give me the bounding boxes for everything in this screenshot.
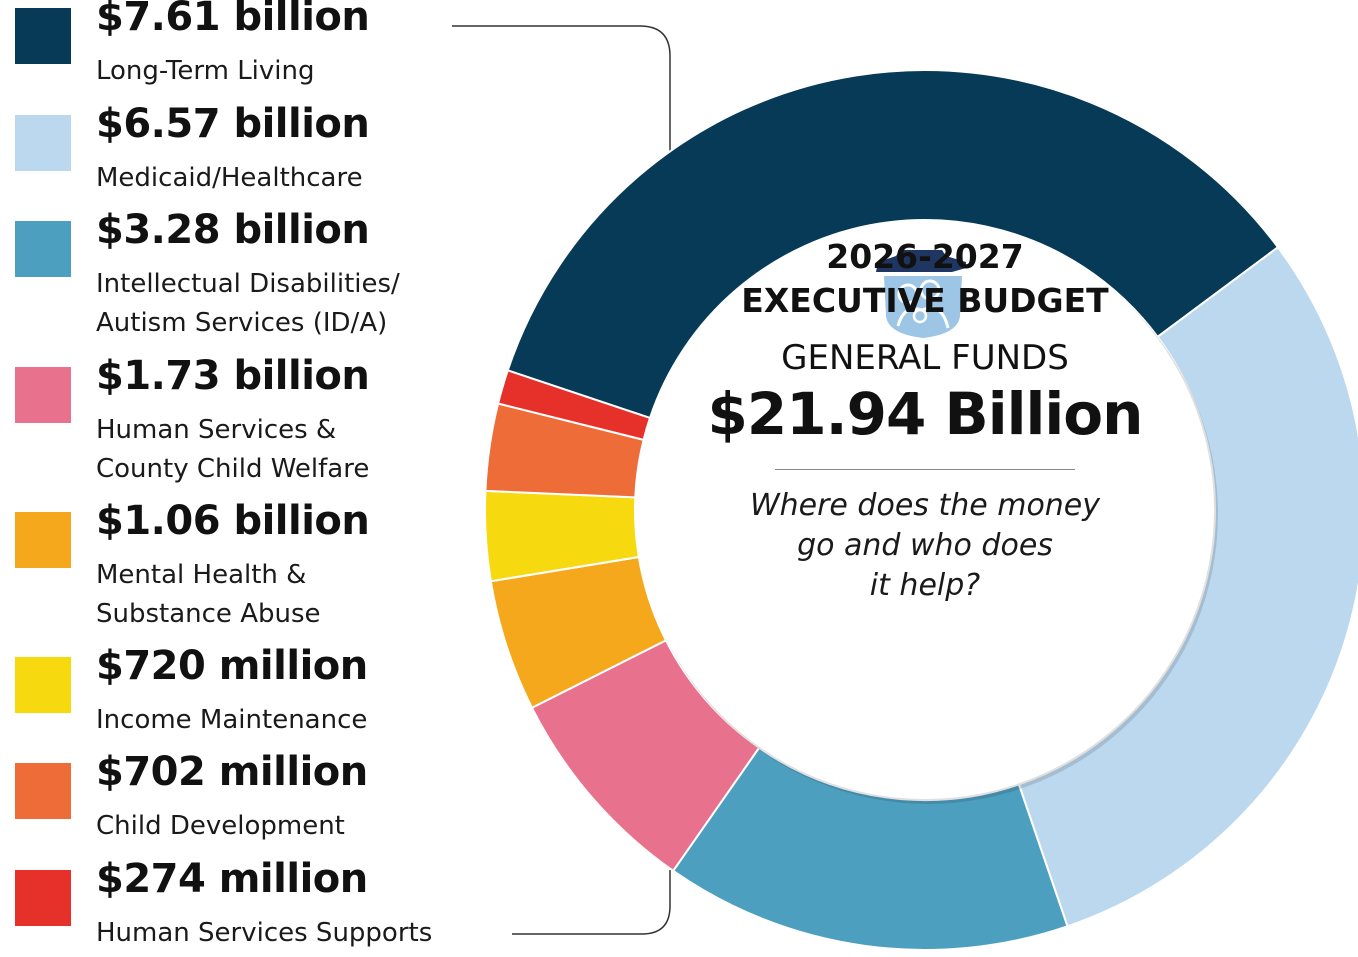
- center-circle: [636, 221, 1214, 799]
- divider: [775, 469, 1075, 470]
- legend-bracket: [452, 25, 671, 935]
- center-disc: [636, 221, 1218, 804]
- legend-amount: $702 million: [96, 749, 368, 795]
- legend-swatch: [15, 367, 71, 423]
- keystone-family-icon: [876, 250, 966, 338]
- legend-label: Human Services & County Child Welfare: [96, 415, 370, 484]
- legend-amount: $274 million: [96, 856, 368, 902]
- legend: $7.61 billion Long-Term Living $6.57 bil…: [0, 0, 520, 957]
- legend-swatch: [15, 8, 71, 64]
- legend-label: Human Services Supports: [96, 918, 433, 948]
- legend-swatch: [15, 763, 71, 819]
- bracket-bottom-line: [512, 870, 671, 935]
- legend-amount: $3.28 billion: [96, 207, 370, 253]
- total-amount: $21.94 Billion: [707, 380, 1144, 448]
- question-text: Where does the money go and who does it …: [749, 488, 1101, 603]
- legend-label: Mental Health & Substance Abuse: [96, 560, 321, 629]
- legend-amount: $1.73 billion: [96, 353, 370, 399]
- slice-human-services-supports: [496, 369, 652, 442]
- legend-swatch: [15, 115, 71, 171]
- donut-slices: [484, 69, 1358, 951]
- center-text: 2026-2027 EXECUTIVE BUDGET GENERAL FUNDS …: [640, 235, 1210, 606]
- budget-title: EXECUTIVE BUDGET: [741, 281, 1109, 320]
- legend-label: Child Development: [96, 811, 345, 841]
- legend-label: Income Maintenance: [96, 705, 368, 735]
- bracket-top-line: [452, 25, 671, 330]
- slice-long-term-living: [506, 69, 1280, 420]
- legend-amount: $1.06 billion: [96, 498, 370, 544]
- legend-label: Long-Term Living: [96, 56, 315, 86]
- legend-label: Medicaid/Healthcare: [96, 163, 363, 193]
- legend-swatch: [15, 870, 71, 926]
- legend-amount: $720 million: [96, 643, 368, 689]
- budget-year-title: 2026-2027 EXECUTIVE BUDGET: [640, 235, 1210, 323]
- legend-swatch: [15, 221, 71, 277]
- legend-amount: $7.61 billion: [96, 0, 370, 40]
- legend-swatch: [15, 657, 71, 713]
- slice-medicaid: [1017, 245, 1358, 928]
- legend-label: Intellectual Disabilities/ Autism Servic…: [96, 269, 400, 338]
- chart-subtitle: GENERAL FUNDS: [781, 338, 1069, 378]
- legend-amount: $6.57 billion: [96, 101, 370, 147]
- legend-swatch: [15, 512, 71, 568]
- budget-year: 2026-2027: [826, 237, 1024, 276]
